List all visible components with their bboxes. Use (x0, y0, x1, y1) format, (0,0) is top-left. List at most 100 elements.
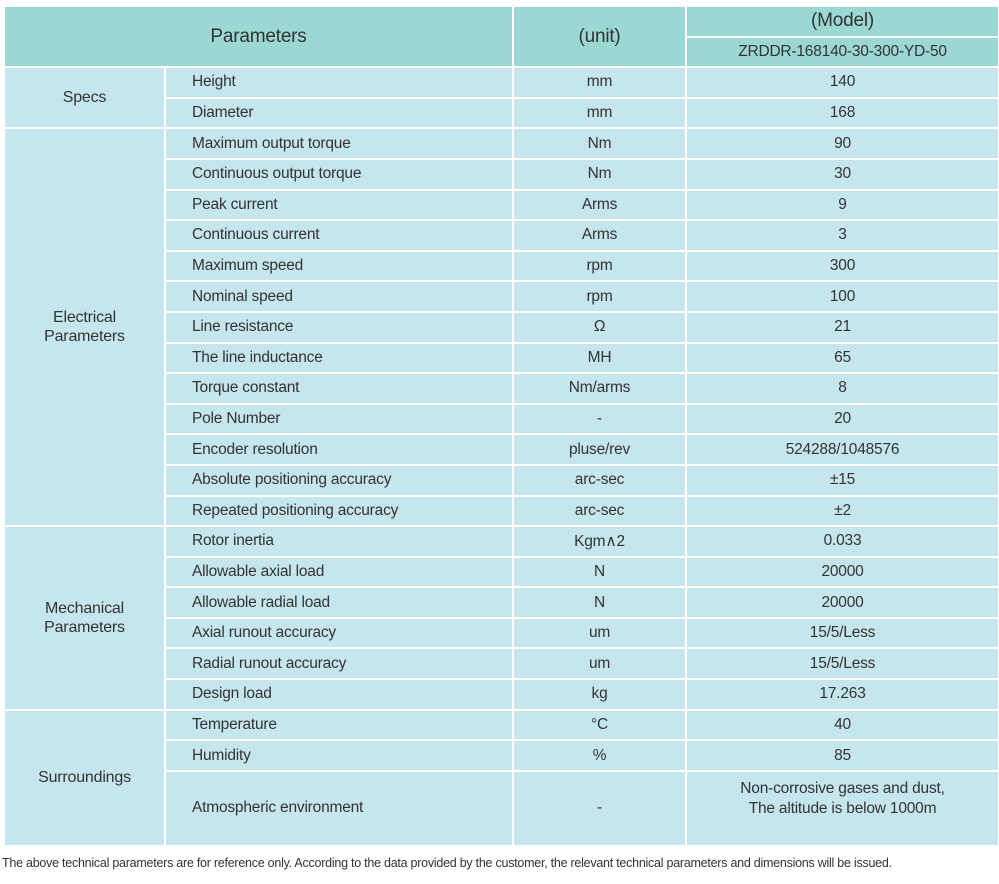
cell-value: Non-corrosive gases and dust, The altitu… (685, 769, 999, 847)
group-label: Electrical Parameters (3, 127, 166, 528)
group-label: Surroundings (3, 708, 166, 847)
cell-unit: pluse/rev (512, 433, 688, 466)
cell-unit: um (512, 647, 688, 681)
cell-unit: um (512, 616, 688, 650)
cell-name: Encoder resolution (163, 433, 515, 466)
table-row: Surroundings Temperature °C 40 (3, 708, 999, 847)
cell-name: Design load (163, 678, 515, 711)
cell-name: Continuous current (163, 219, 515, 252)
cell-unit: mm (512, 96, 688, 130)
cell-value: 100 (685, 280, 999, 313)
cell-name: Peak current (163, 188, 515, 222)
cell-unit: rpm (512, 280, 688, 313)
cell-unit: - (512, 769, 688, 847)
cell-value: 524288/1048576 (685, 433, 999, 466)
cell-unit: N (512, 555, 688, 589)
table-row: Specs Height mm 140 (3, 66, 999, 130)
cell-unit: kg (512, 678, 688, 711)
cell-value: 40 (685, 708, 999, 742)
cell-name: Temperature (163, 708, 515, 742)
cell-value: 168 (685, 96, 999, 130)
cell-unit: Nm (512, 127, 688, 160)
cell-name: Maximum speed (163, 249, 515, 283)
cell-unit: Arms (512, 219, 688, 252)
cell-value: 20 (685, 402, 999, 436)
table-row: Pole Number -20 (4, 402, 999, 436)
cell-unit: Nm/arms (512, 372, 688, 405)
group-label: Mechanical Parameters (3, 525, 166, 711)
table-row: Continuous output torque Nm 30 (4, 157, 999, 191)
table-row: Axial runout accuracy um 15/5/Less (4, 616, 999, 650)
cell-name: Height (163, 66, 515, 99)
table-row: Encoder resolution pluse/rev 524288/104857… (4, 433, 999, 466)
table-row: Allowable axial load N 20000 (4, 555, 999, 589)
cell-name: Allowable radial load (163, 586, 515, 619)
cell-unit: arc-sec (512, 463, 688, 497)
cell-value: 8 (685, 372, 999, 405)
cell-name: Continuous output torque (163, 157, 515, 191)
cell-value: 140 (685, 66, 999, 99)
table-row: Humidity% 85 (4, 739, 999, 772)
cell-value: 85 (685, 739, 999, 772)
cell-name: Allowable axial load (163, 555, 515, 589)
cell-value: 3 (685, 219, 999, 252)
table-row: Design load kg 17.263 (4, 678, 999, 711)
cell-name: Diameter (163, 96, 515, 130)
cell-value: 9 (685, 188, 999, 222)
cell-value: 17.263 (685, 678, 999, 711)
table-row: Nominal speed rpm 100 (4, 280, 999, 313)
cell-value: ±15 (685, 463, 999, 497)
cell-unit: Ω (512, 310, 688, 344)
cell-unit: Kgm∧2 (512, 525, 688, 558)
cell-name: Maximum output torque (163, 127, 515, 160)
table-row: Maximum speed rpm 300 (4, 249, 999, 283)
cell-unit: MH (512, 341, 688, 375)
table-row: Continuous current Arms 3 (4, 219, 999, 252)
cell-unit: % (512, 739, 688, 772)
cell-unit: - (512, 402, 688, 436)
table-row: Repeated positioning accuracy arc-sec ±2 (4, 494, 999, 528)
cell-name: Rotor inertia (163, 525, 515, 558)
table-row: Electrical Parameters Maximum output torq… (3, 127, 999, 528)
cell-value: 20000 (685, 555, 999, 589)
cell-name: Repeated positioning accuracy (163, 494, 515, 528)
cell-name: Torque constant (163, 372, 515, 405)
cell-value: 30 (685, 157, 999, 191)
cell-value: 15/5/Less (685, 616, 999, 650)
cell-value: 65 (685, 341, 999, 375)
table-row: Allowable radial load N 20000 (4, 586, 999, 619)
cell-name: Axial runout accuracy (163, 616, 515, 650)
cell-unit: arc-sec (512, 494, 688, 528)
spec-table: Parameters (unit) (Model) ZRDDR-168140-3… (2, 4, 999, 847)
table-row: Absolute positioning accuracy arc-sec ±15 (4, 463, 999, 497)
footnote: The above technical parameters are for r… (2, 856, 892, 870)
cell-value: 20000 (685, 586, 999, 619)
table-row: Mechanical Parameters Rotor inertia Kgm∧2 0… (3, 525, 999, 711)
cell-unit: Arms (512, 188, 688, 222)
cell-name: Atmospheric environment (163, 769, 515, 847)
cell-value: 0.033 (685, 525, 999, 558)
group-label: Specs (3, 66, 166, 130)
cell-name: Pole Number (163, 402, 515, 436)
cell-value: 21 (685, 310, 999, 344)
cell-name: Line resistance (163, 310, 515, 344)
table-row: Diameter mm 168 (4, 96, 999, 130)
table-row: Atmospheric environment - Non-corrosive ga… (4, 769, 999, 847)
cell-value: 90 (685, 127, 999, 160)
cell-name: The line inductance (163, 341, 515, 375)
cell-name: Humidity (163, 739, 515, 772)
cell-name: Radial runout accuracy (163, 647, 515, 681)
cell-value: 15/5/Less (685, 647, 999, 681)
cell-unit: rpm (512, 249, 688, 283)
table-row: The line inductance MH 65 (4, 341, 999, 375)
cell-value: 300 (685, 249, 999, 283)
table-row: Torque constant Nm/arms 8 (4, 372, 999, 405)
table-row: Radial runout accuracy um 15/5/Less (4, 647, 999, 681)
cell-name: Nominal speed (163, 280, 515, 313)
cell-unit: N (512, 586, 688, 619)
cell-unit: Nm (512, 157, 688, 191)
cell-unit: °C (512, 708, 688, 742)
cell-unit: mm (512, 66, 688, 99)
header-parameters: Parameters (2, 4, 515, 69)
header-model: ZRDDR-168140-30-300-YD-50 (685, 35, 999, 69)
